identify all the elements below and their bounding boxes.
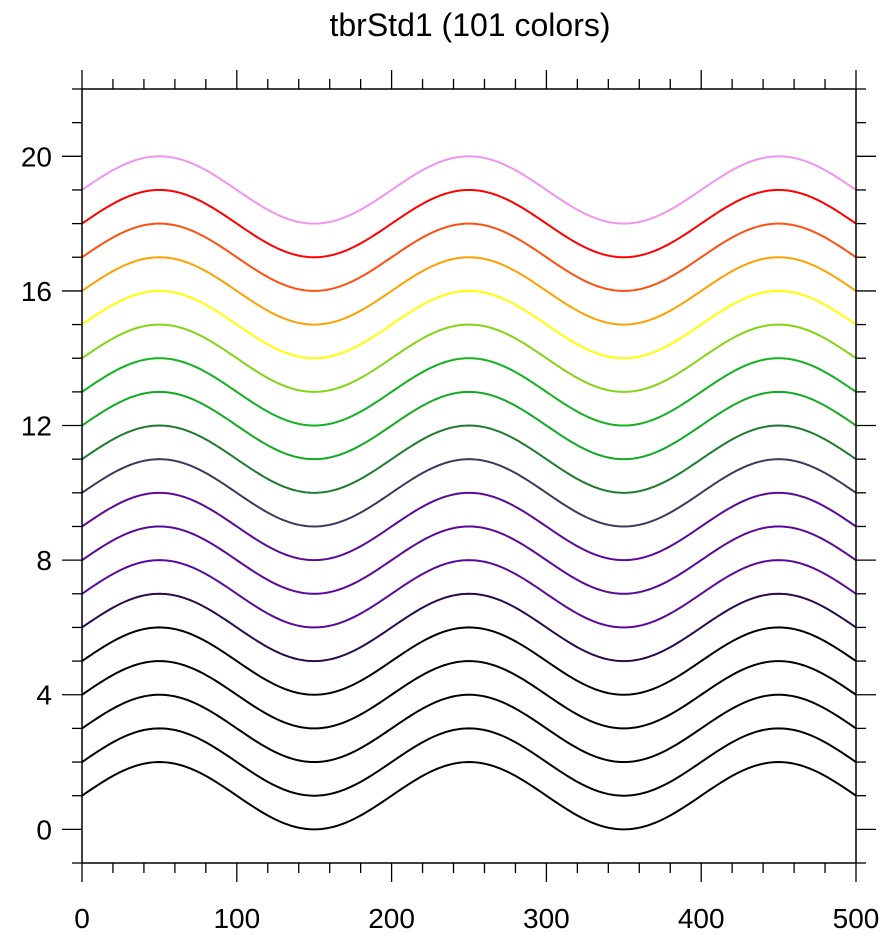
x-tick-label: 0 [74,903,90,934]
series-group [81,155,857,831]
series-line-16 [81,256,857,326]
series-line-17 [81,222,857,292]
series-line-6 [81,592,857,663]
series-line-1 [81,761,857,831]
series-line-4 [81,660,857,730]
series-line-7 [81,559,857,629]
series-line-2 [81,727,857,797]
chart-title: tbrStd1 (101 colors) [329,7,610,43]
y-tick-label: 16 [21,276,52,307]
series-line-3 [81,693,857,764]
axis-ticks [62,70,876,882]
x-tick-label: 300 [523,903,570,934]
series-line-14 [81,323,857,393]
y-tick-label: 4 [36,680,52,711]
series-line-8 [81,525,857,595]
y-tick-label: 0 [36,814,52,845]
x-tick-label: 400 [678,903,725,934]
x-tick-label: 100 [213,903,260,934]
y-tick-label: 20 [21,141,52,172]
y-tick-label: 12 [21,411,52,442]
series-line-13 [81,357,857,427]
series-line-18 [81,188,857,259]
series-line-9 [81,491,857,562]
series-line-15 [81,289,857,360]
series-line-19 [81,155,857,225]
x-tick-label: 200 [368,903,415,934]
series-line-5 [81,626,857,696]
y-tick-label: 8 [36,545,52,576]
series-line-12 [81,390,857,461]
x-tick-label: 500 [833,903,880,934]
plot-frame [81,88,857,864]
series-line-10 [81,458,857,528]
tick-labels: 0 100 200 300 400 500 0 4 8 12 16 20 [21,141,880,934]
series-line-11 [81,424,857,494]
